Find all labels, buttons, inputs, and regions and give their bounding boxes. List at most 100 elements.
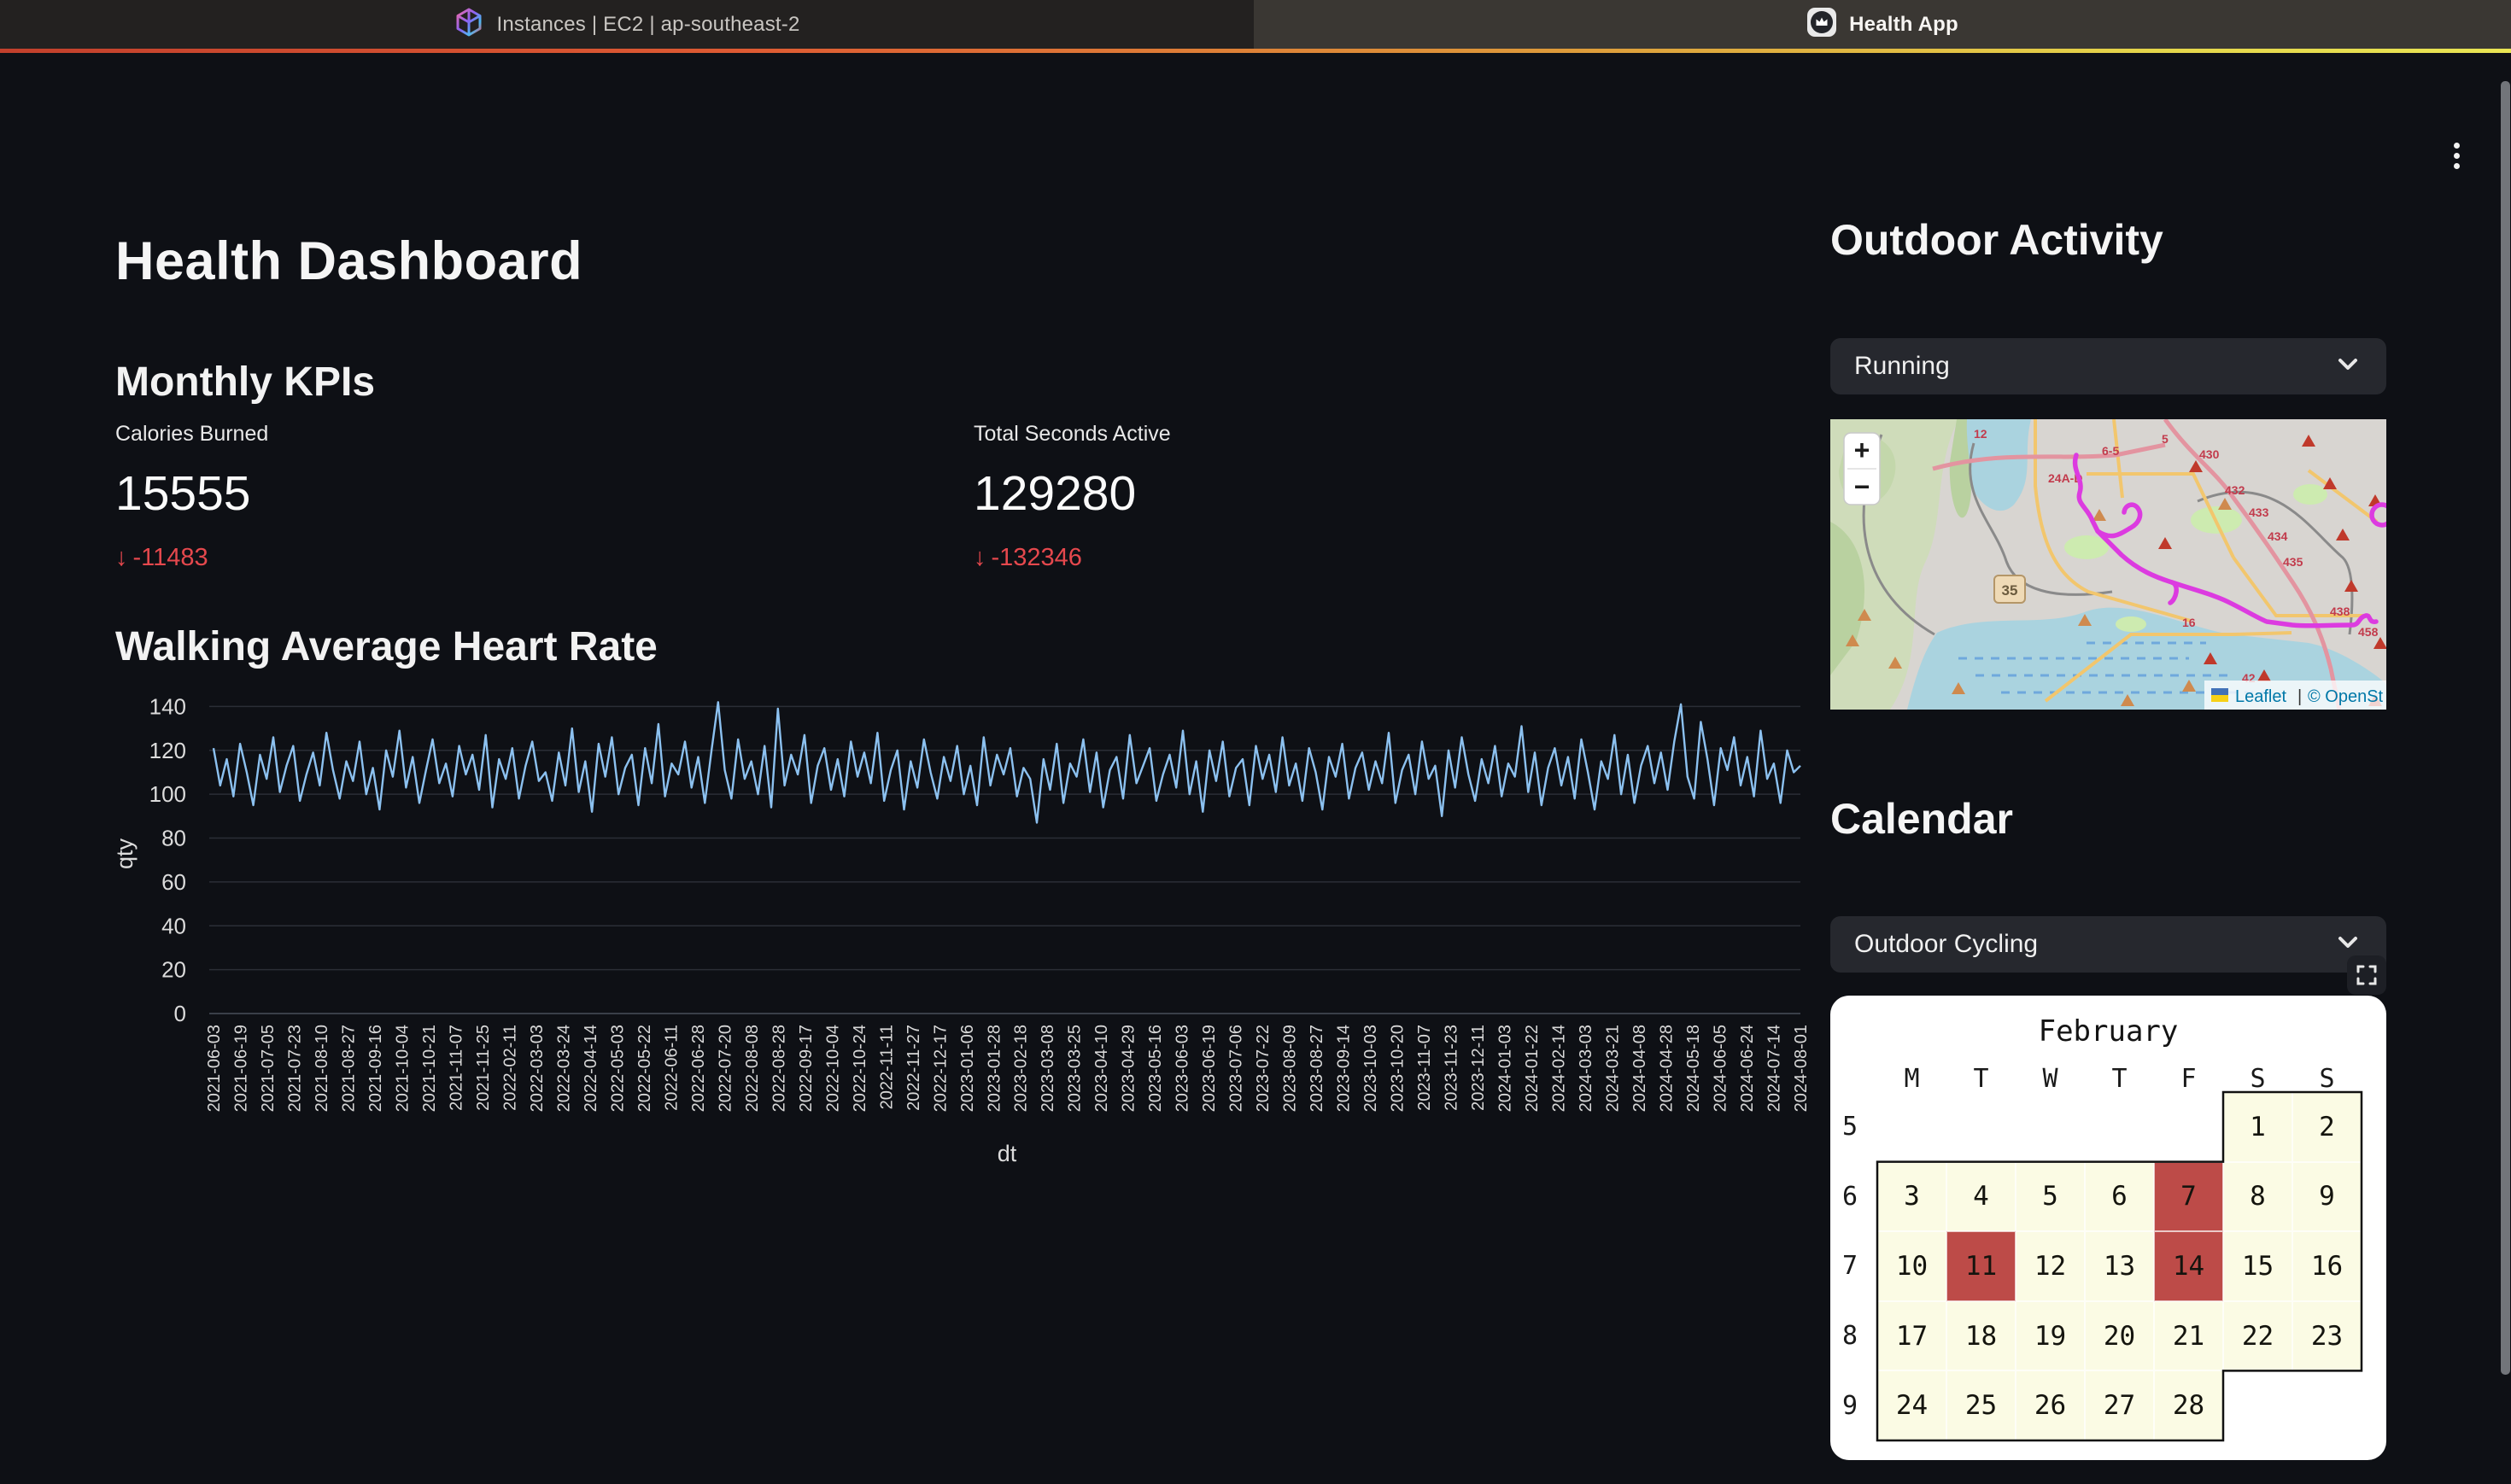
x-tick-label: 2023-01-06: [958, 1025, 977, 1112]
calendar-day-cell: 17: [1877, 1300, 1946, 1371]
kpi-label: Calories Burned: [115, 422, 269, 446]
tab-ec2-instances[interactable]: Instances | EC2 | ap-southeast-2: [0, 0, 1254, 49]
x-tick-label: 2022-07-20: [716, 1025, 735, 1112]
x-tick-label: 2022-08-28: [770, 1025, 788, 1112]
calendar-week-number: 8: [1841, 1321, 1858, 1352]
fullscreen-expand-button[interactable]: [2347, 955, 2386, 995]
calendar-day-cell: 26: [2016, 1370, 2085, 1440]
svg-text:435: 435: [2283, 555, 2303, 569]
page-title: Health Dashboard: [115, 231, 583, 291]
calendar-day-header: M: [1904, 1064, 1920, 1094]
x-tick-label: 2024-04-28: [1658, 1025, 1677, 1112]
svg-text:458: 458: [2358, 625, 2379, 639]
y-tick-label: 20: [161, 957, 186, 983]
svg-text:16: 16: [2182, 616, 2196, 629]
svg-text:5: 5: [2162, 432, 2169, 446]
y-tick-label: 120: [149, 738, 186, 763]
calendar-week-number: 9: [1841, 1390, 1858, 1421]
tab-title: Health App: [1849, 12, 1958, 36]
x-tick-label: 2022-06-28: [689, 1025, 708, 1112]
chevron-down-icon: [2333, 356, 2362, 377]
calendar-day-cell: 11: [1946, 1231, 2016, 1301]
x-tick-label: 2022-02-11: [500, 1025, 519, 1111]
x-tick-label: 2024-04-08: [1630, 1025, 1649, 1112]
map-zoom-in-button[interactable]: +: [1854, 435, 1870, 465]
x-tick-label: 2021-10-04: [393, 1025, 412, 1112]
calendar-day-header: S: [2319, 1064, 2335, 1094]
x-tick-label: 2021-09-16: [366, 1025, 385, 1112]
x-tick-label: 2022-11-27: [904, 1025, 923, 1111]
calendar-day-cell: 18: [1946, 1300, 2016, 1371]
calendar-week-number: 6: [1841, 1181, 1858, 1212]
x-tick-label: 2023-12-11: [1469, 1025, 1488, 1111]
leaflet-link[interactable]: Leaflet: [2235, 687, 2286, 706]
calendar-day-cell: 8: [2223, 1161, 2292, 1232]
x-tick-label: 2024-08-01: [1792, 1025, 1806, 1112]
down-arrow-icon: ↓: [974, 544, 986, 571]
x-tick-label: 2021-07-05: [259, 1025, 278, 1112]
calendar-day-cell: 12: [2016, 1231, 2085, 1301]
kpis-heading: Monthly KPIs: [115, 359, 376, 405]
svg-text:433: 433: [2249, 505, 2269, 519]
svg-text:35: 35: [2002, 582, 2018, 599]
osm-link[interactable]: © OpenSt: [2308, 687, 2384, 706]
map-attribution: Leaflet | © OpenSt: [2204, 681, 2386, 710]
vertical-scrollbar[interactable]: [2501, 81, 2510, 1375]
tab-bar: Instances | EC2 | ap-southeast-2 Health …: [0, 0, 2511, 49]
map-zoom-out-button[interactable]: −: [1854, 471, 1870, 502]
activity-dropdown[interactable]: Running: [1830, 338, 2386, 394]
kpi-value: 129280: [974, 466, 1137, 521]
x-tick-label: 2021-06-03: [205, 1025, 224, 1112]
map-zoom-control: + −: [1843, 432, 1881, 505]
x-tick-label: 2024-03-03: [1577, 1025, 1595, 1112]
calendar-heading: Calendar: [1830, 795, 2013, 843]
x-tick-label: 2022-10-04: [823, 1025, 842, 1112]
x-tick-label: 2023-10-20: [1389, 1025, 1408, 1112]
window-accent-line: [0, 49, 2511, 53]
y-tick-label: 60: [161, 869, 186, 895]
y-tick-label: 80: [161, 826, 186, 851]
calendar-month-title: February: [2038, 1014, 2179, 1049]
y-axis-label: qty: [115, 838, 138, 869]
y-tick-label: 0: [174, 1001, 186, 1026]
map-tiles: 12 24A-D 6-5 5 430 432 433 434 435 438 4…: [1830, 419, 2386, 710]
x-tick-label: 2022-06-11: [662, 1025, 681, 1111]
calendar-day-cell: 2: [2292, 1092, 2362, 1162]
x-tick-label: 2023-08-09: [1281, 1025, 1300, 1112]
kpi-delta-value: -132346: [991, 544, 1082, 571]
calendar-day-cell: 23: [2292, 1300, 2362, 1371]
leaflet-route-map[interactable]: 12 24A-D 6-5 5 430 432 433 434 435 438 4…: [1830, 419, 2386, 710]
x-tick-label: 2021-06-19: [231, 1025, 250, 1112]
x-axis-label: dt: [998, 1141, 1017, 1166]
kpi-delta: ↓ -11483: [115, 544, 884, 572]
calendar-day-header: F: [2180, 1064, 2197, 1094]
x-tick-label: 2024-06-05: [1712, 1025, 1730, 1112]
svg-text:|: |: [2297, 687, 2302, 706]
x-tick-label: 2023-08-27: [1308, 1025, 1326, 1112]
x-tick-label: 2023-06-19: [1200, 1025, 1219, 1112]
calendar-day-header: W: [2042, 1064, 2058, 1094]
x-tick-label: 2023-01-28: [985, 1025, 1004, 1112]
calendar-day-cell: 27: [2085, 1370, 2154, 1440]
gps-route-track: [2072, 453, 2386, 628]
kebab-menu-button[interactable]: [2444, 137, 2468, 174]
calendar-day-cell: 13: [2085, 1231, 2154, 1301]
tab-health-app[interactable]: Health App: [1254, 0, 2511, 49]
x-tick-label: 2023-05-16: [1146, 1025, 1165, 1112]
x-tick-label: 2023-03-08: [1039, 1025, 1057, 1112]
calendar-day-header: S: [2250, 1064, 2266, 1094]
calendar-week-number: 7: [1841, 1251, 1858, 1282]
calendar-activity-dropdown[interactable]: Outdoor Cycling: [1830, 916, 2386, 973]
x-tick-label: 2021-11-25: [474, 1025, 493, 1111]
x-tick-label: 2024-02-14: [1550, 1025, 1569, 1112]
x-tick-label: 2021-07-23: [285, 1025, 304, 1112]
y-tick-label: 140: [149, 693, 186, 719]
calendar-day-header: T: [2111, 1064, 2128, 1094]
x-tick-label: 2023-04-10: [1092, 1025, 1111, 1112]
x-tick-label: 2022-08-08: [743, 1025, 762, 1112]
svg-text:432: 432: [2225, 483, 2245, 497]
x-tick-label: 2023-11-23: [1443, 1025, 1461, 1111]
x-tick-label: 2024-01-22: [1523, 1025, 1542, 1112]
svg-text:12: 12: [1974, 427, 1987, 441]
right-panel: Outdoor Activity Running: [1830, 53, 2386, 1484]
